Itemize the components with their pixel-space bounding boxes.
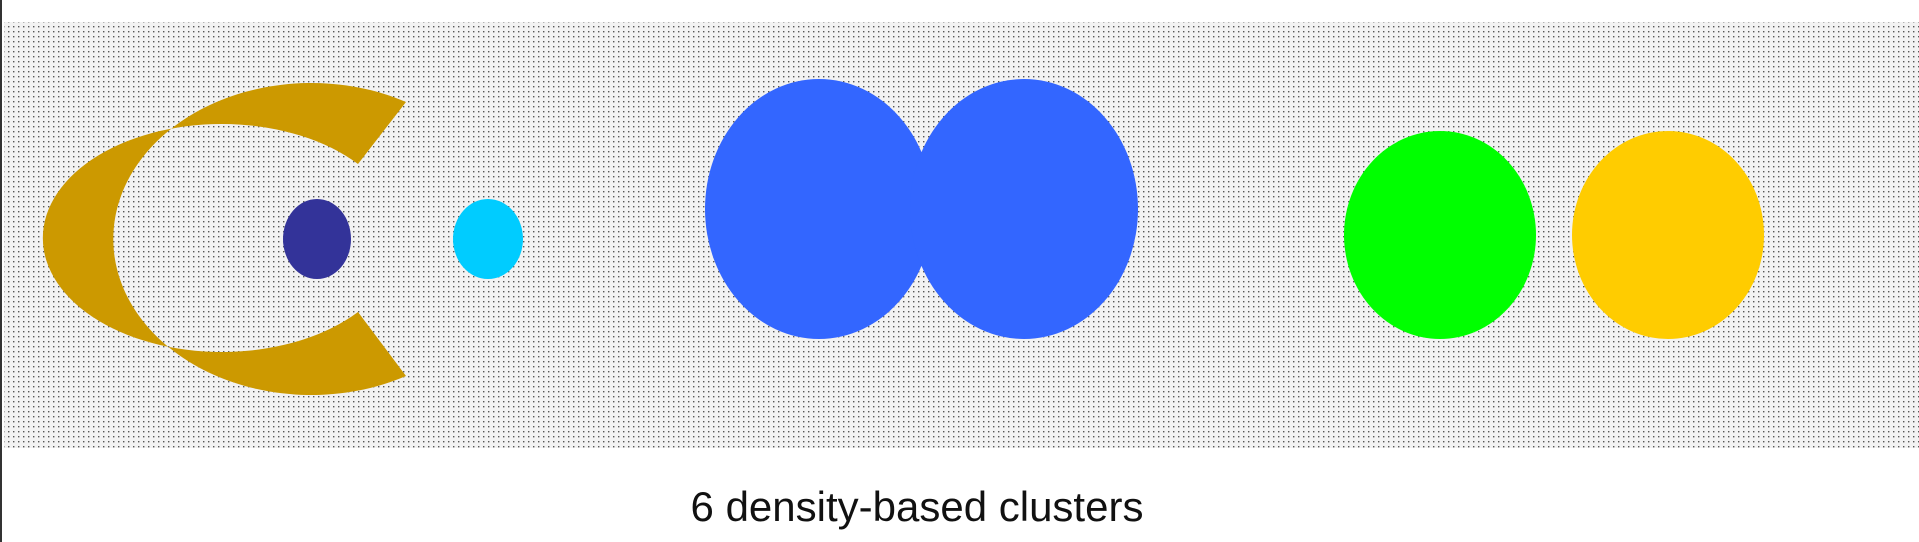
small-dot-cluster xyxy=(453,199,523,279)
inner-dot-cluster xyxy=(283,199,351,279)
double-blob-right-lobe xyxy=(910,79,1138,339)
crescent-cluster xyxy=(42,82,407,396)
double-blob-left-lobe xyxy=(705,79,933,339)
figure-caption: 6 density-based clusters xyxy=(690,483,1144,530)
double-blob-cluster xyxy=(705,79,1138,339)
yellow-blob-cluster xyxy=(1572,131,1764,339)
green-blob-cluster xyxy=(1344,131,1536,339)
